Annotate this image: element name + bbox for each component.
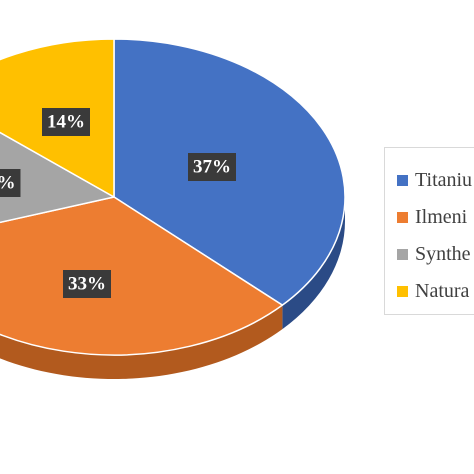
data-label-box (0, 169, 21, 197)
pie-side-layer (0, 197, 345, 379)
legend-item-ilmeni: Ilmeni (397, 199, 474, 236)
legend-label: Synthe (415, 243, 471, 265)
legend-swatch (397, 212, 408, 223)
legend-item-natura: Natura (397, 273, 474, 310)
legend: Titaniu Ilmeni Synthe Natura (384, 147, 474, 315)
data-label-ilmeni: 33% (63, 270, 111, 298)
legend-swatch (397, 175, 408, 186)
pie-slice-synthe (0, 131, 115, 224)
data-label-text: % (0, 173, 16, 194)
data-label-text: 33% (68, 274, 106, 295)
legend-swatch (397, 249, 408, 260)
legend-item-titaniu: Titaniu (397, 162, 474, 199)
data-label-box (63, 270, 111, 298)
pie-slice-ilmeni (0, 196, 284, 356)
legend-label: Natura (415, 280, 470, 302)
data-label-titaniu: 37% (188, 153, 236, 181)
legend-label: Ilmeni (415, 206, 468, 228)
legend-label: Titaniu (415, 169, 473, 191)
pie-labels-layer: 37% 33%% 14% (0, 108, 236, 298)
legend-swatch (397, 286, 408, 297)
data-label-box (188, 153, 236, 181)
data-label-synthe: % (0, 169, 21, 197)
data-label-box (42, 108, 90, 136)
pie-side-titaniu (282, 197, 345, 330)
pie-side-ilmeni (0, 305, 283, 379)
data-label-text: 37% (193, 157, 231, 178)
data-label-natura: 14% (42, 108, 90, 136)
data-label-text: 14% (47, 112, 85, 133)
legend-item-synthe: Synthe (397, 236, 474, 273)
